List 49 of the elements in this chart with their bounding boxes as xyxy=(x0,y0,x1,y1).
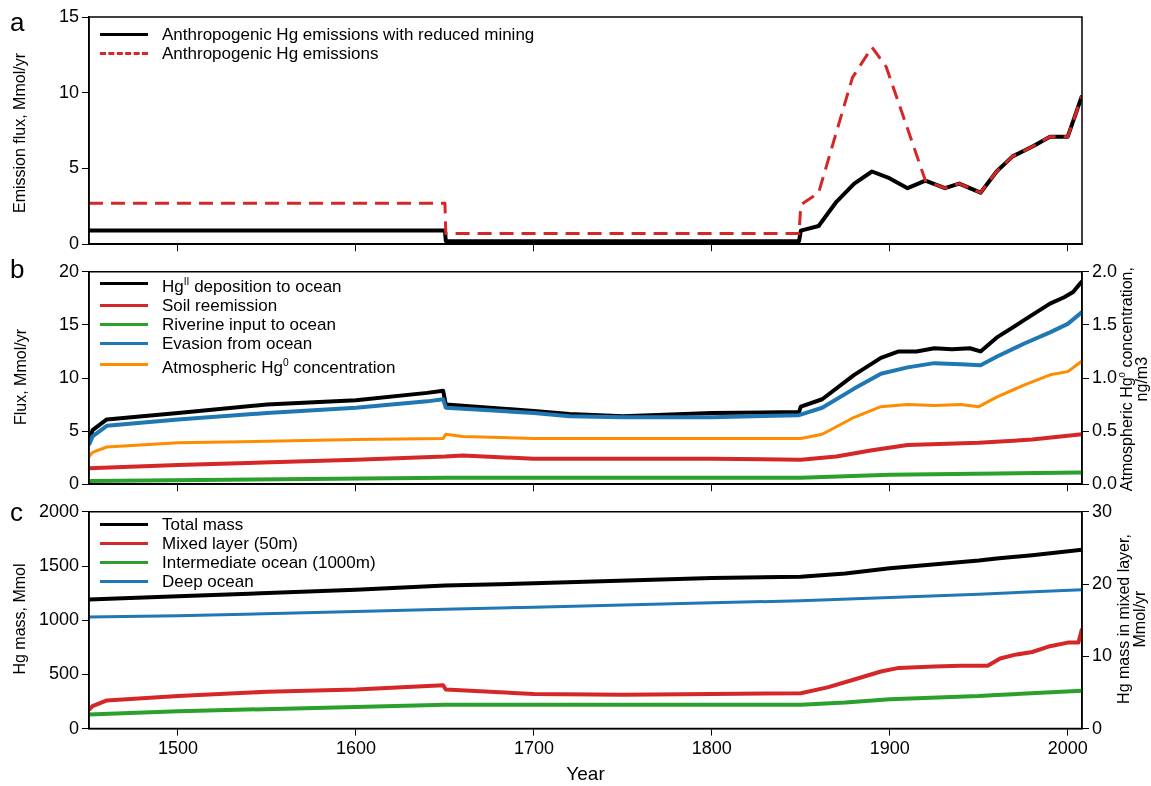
y-tick-label: 10 xyxy=(58,366,79,387)
x-tick-label: 1700 xyxy=(513,738,554,759)
y2-tick-label: 0.0 xyxy=(1092,473,1118,494)
y-axis-title: Hg mass, Mmol xyxy=(11,563,28,675)
x-tick-label: 2000 xyxy=(1047,738,1088,759)
legend-label: Soil reemission xyxy=(162,295,278,315)
legend-label: Anthropogenic Hg emissions xyxy=(162,44,379,63)
legend-label: Riverine input to ocean xyxy=(162,314,336,334)
y2-tick-label: 1.0 xyxy=(1092,366,1118,387)
x-axis-title: Year xyxy=(566,762,606,784)
legend-label: Deep ocean xyxy=(162,572,254,591)
legend-label: Total mass xyxy=(162,515,244,534)
chart-title: a xyxy=(10,7,25,37)
y-tick-label: 1000 xyxy=(38,609,79,630)
y-tick-label: 2000 xyxy=(38,500,79,521)
legend-label: Evasion from ocean xyxy=(162,333,313,353)
x-tick-label: 1500 xyxy=(157,738,198,759)
y-axis-title: Emission flux, Mmol/yr xyxy=(11,52,28,214)
y-axis-title: Flux, Mmol/yr xyxy=(11,328,28,425)
x-tick-label: 1600 xyxy=(335,738,376,759)
y2-tick-label: 20 xyxy=(1092,573,1113,594)
legend-label: Intermediate ocean (1000m) xyxy=(162,553,376,572)
y2-tick-label: 10 xyxy=(1092,645,1113,666)
line-series xyxy=(89,45,1082,236)
y-tick-label: 5 xyxy=(68,420,79,441)
y2-tick-label: 0.5 xyxy=(1092,420,1118,441)
y-tick-label: 10 xyxy=(58,81,79,102)
y2-tick-label: 2.0 xyxy=(1092,260,1118,281)
y2-tick-label: 1.5 xyxy=(1092,313,1118,334)
legend-label: Hg$^{II}$ deposition to ocean xyxy=(162,275,342,296)
y-tick-label: 0 xyxy=(68,233,79,254)
y-tick-label: 0 xyxy=(68,717,79,738)
y-tick-label: 1500 xyxy=(38,554,79,575)
chart-title: b xyxy=(10,254,25,284)
y-tick-label: 0 xyxy=(68,473,79,494)
legend-label: Mixed layer (50m) xyxy=(162,534,299,553)
y-tick-label: 15 xyxy=(58,5,79,26)
y2-tick-label: 0 xyxy=(1092,717,1103,738)
y-tick-label: 5 xyxy=(68,157,79,178)
chart-title: c xyxy=(10,497,23,527)
x-tick-label: 1900 xyxy=(869,738,910,759)
y-tick-label: 20 xyxy=(58,260,79,281)
legend-label: Anthropogenic Hg emissions with reduced mining xyxy=(162,25,535,44)
x-tick-label: 1800 xyxy=(691,738,732,759)
legend-label: Atmospheric Hg$^{0}$ concentration xyxy=(162,355,396,377)
y2-axis-title: Hg mass in mixed layer, Mmol/yr xyxy=(1115,533,1148,706)
y-tick-label: 15 xyxy=(58,313,79,334)
y-tick-label: 500 xyxy=(48,663,79,684)
y2-tick-label: 30 xyxy=(1092,500,1113,521)
